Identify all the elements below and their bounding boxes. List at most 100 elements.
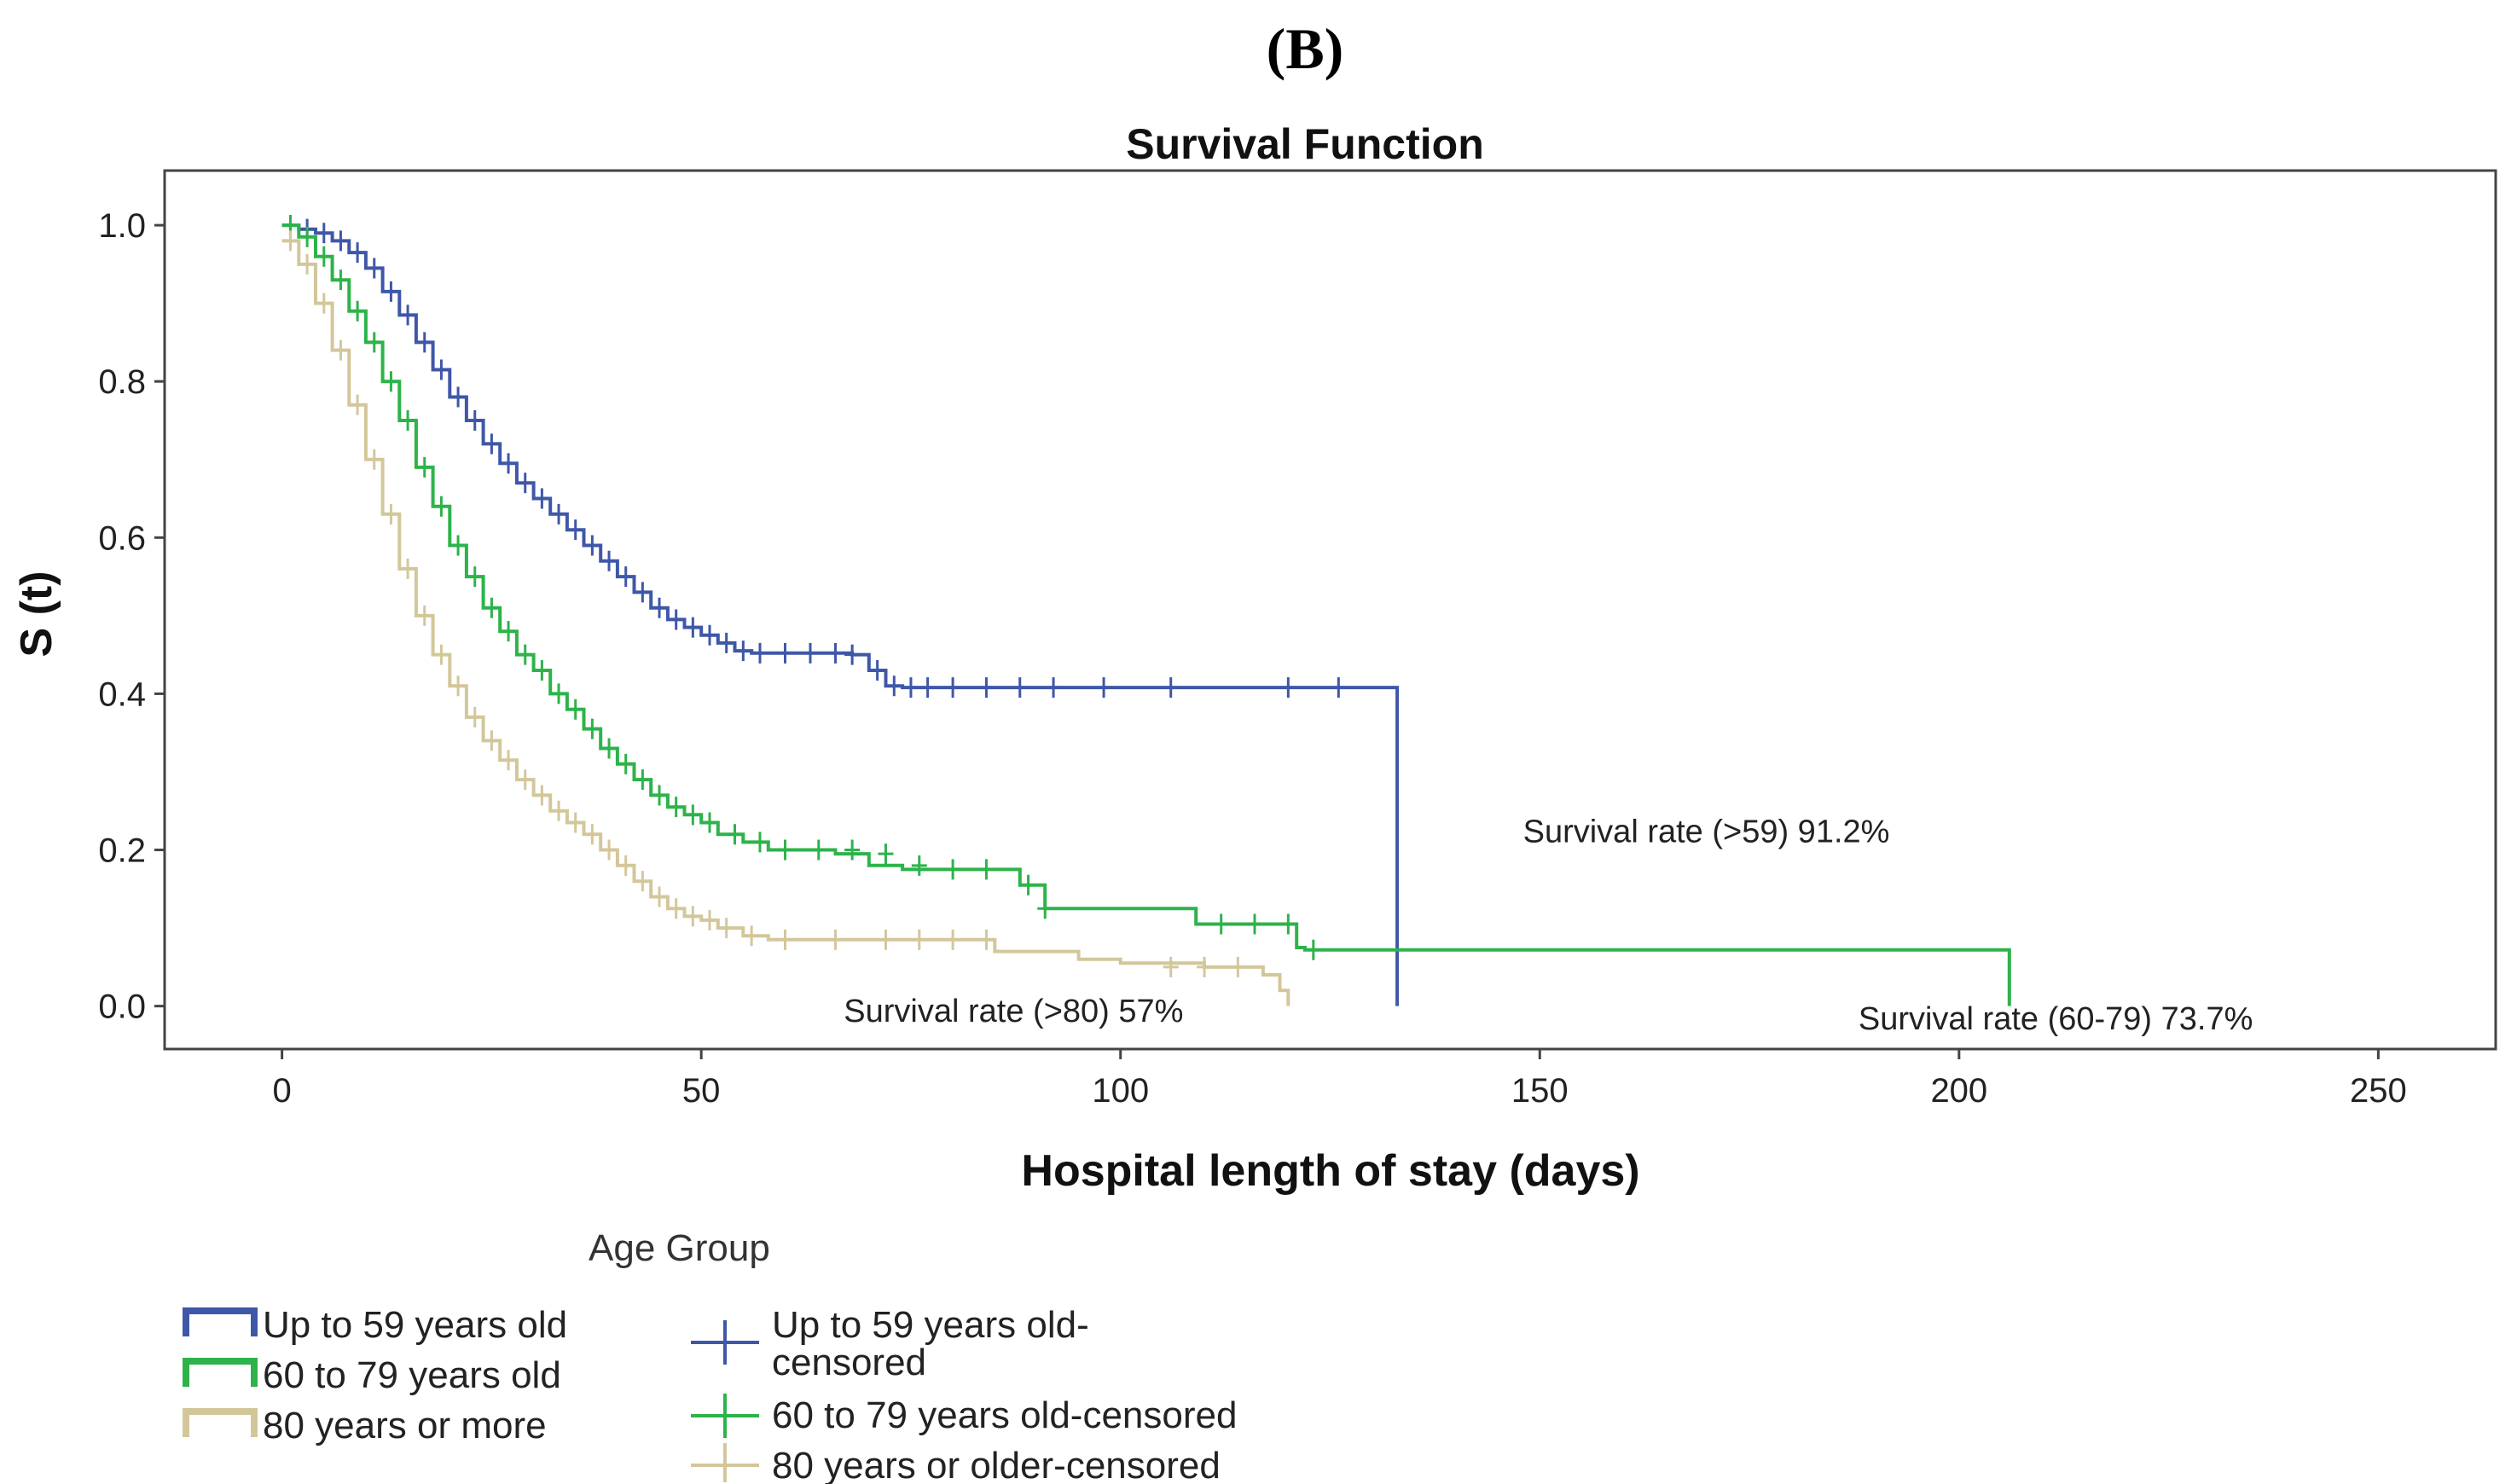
censor-mark xyxy=(517,769,533,791)
legend: Age Group Up to 59 years old 60 to 79 ye… xyxy=(183,1227,1237,1484)
censor-mark xyxy=(534,659,550,681)
survival-rate-annotation: Survival rate (>80) 57% xyxy=(844,994,1183,1029)
censor-mark xyxy=(534,488,550,509)
censor-mark xyxy=(1197,956,1213,977)
censor-mark xyxy=(1046,677,1062,699)
annotations: Survival rate (>59) 91.2% Survival rate (… xyxy=(844,814,2253,1037)
legend-label-80-plus: 80 years or more xyxy=(263,1405,547,1446)
censor-mark xyxy=(744,925,760,947)
censor-mark xyxy=(1331,677,1347,699)
censor-mark xyxy=(501,750,517,771)
censor-mark xyxy=(416,332,432,353)
censor-mark xyxy=(1280,677,1296,699)
survival-line-up-to-59-years-old xyxy=(281,223,1400,1006)
censor-mark xyxy=(802,642,818,664)
censor-mark xyxy=(618,753,634,774)
censor-mark xyxy=(366,258,382,279)
series-layer xyxy=(281,215,2011,1006)
censor-mark xyxy=(567,699,583,720)
censor-marks-60-to-79-years-old xyxy=(282,215,1321,960)
legend-swatch-80-plus xyxy=(183,1408,258,1437)
plot-frame xyxy=(163,169,2497,1051)
censor-mark xyxy=(702,909,718,930)
censor-mark xyxy=(668,797,684,818)
x-tick-label: 100 xyxy=(1092,1072,1149,1110)
y-tick-label: 0.8 xyxy=(98,363,146,401)
censor-mark xyxy=(1096,677,1112,699)
series-60-to-79-years-old xyxy=(281,215,2011,1006)
censor-mark xyxy=(400,304,416,326)
y-tick-label: 0.6 xyxy=(98,519,146,557)
censor-mark xyxy=(467,706,483,728)
censor-mark xyxy=(501,453,517,474)
censor-mark xyxy=(601,550,618,571)
censor-mark xyxy=(366,449,382,470)
censor-mark xyxy=(702,624,718,646)
survival-rate-annotation: Survival rate (60-79) 73.7% xyxy=(1859,1001,2253,1037)
censor-mark xyxy=(810,839,826,861)
x-axis-label: Hospital length of stay (days) xyxy=(1021,1146,1639,1196)
censor-mark xyxy=(668,898,684,919)
censor-mark xyxy=(751,642,768,664)
censor-mark xyxy=(777,929,793,950)
censor-mark xyxy=(484,597,500,618)
censor-mark xyxy=(945,677,961,699)
censor-mark xyxy=(450,386,467,408)
censor-mark xyxy=(299,253,316,275)
censor-mark xyxy=(702,812,718,833)
censor-mark xyxy=(551,800,567,821)
censor-mark xyxy=(751,832,768,853)
censor-mark xyxy=(727,824,743,845)
x-tick-label: 250 xyxy=(2350,1072,2407,1110)
y-tick-label: 1.0 xyxy=(98,207,146,245)
censor-mark xyxy=(433,359,449,380)
series-80-years-or-more xyxy=(281,230,1290,1006)
censor-mark xyxy=(869,659,885,681)
censor-mark xyxy=(350,300,366,322)
censor-mark xyxy=(316,246,332,267)
censor-mark xyxy=(685,617,701,638)
x-axis: 0 50 100 150 200 250 xyxy=(273,1049,2407,1110)
censor-mark xyxy=(878,929,894,950)
censor-mark xyxy=(1280,913,1296,935)
censor-mark xyxy=(718,918,734,939)
censor-mark xyxy=(911,855,927,876)
censor-mark xyxy=(1163,677,1179,699)
censor-mark xyxy=(685,906,701,927)
censor-mark xyxy=(635,769,651,791)
legend-swatch-up-to-59 xyxy=(183,1307,258,1336)
censor-mark xyxy=(584,535,600,556)
y-axis-label: S (t) xyxy=(12,571,61,657)
censor-mark xyxy=(383,371,399,392)
censor-mark xyxy=(433,496,449,517)
legend-label-censor-60-79: 60 to 79 years old-censored xyxy=(772,1394,1237,1436)
censor-mark xyxy=(601,738,618,759)
censor-mark xyxy=(1037,898,1053,919)
censor-mark xyxy=(383,503,399,525)
censor-marks-up-to-59-years-old xyxy=(282,215,1347,699)
censor-mark xyxy=(333,230,349,252)
censor-mark xyxy=(652,785,668,806)
censor-mark xyxy=(844,644,861,665)
censor-mark xyxy=(551,683,567,704)
censor-mark xyxy=(886,675,902,697)
legend-label-60-79: 60 to 79 years old xyxy=(263,1354,561,1396)
censor-mark xyxy=(383,281,399,302)
panel-label: (B) xyxy=(1267,16,1344,81)
x-tick-label: 0 xyxy=(273,1072,292,1110)
censor-mark xyxy=(945,929,961,950)
censor-mark xyxy=(668,609,684,630)
censor-mark xyxy=(467,409,483,431)
censor-mark xyxy=(450,535,467,556)
legend-title: Age Group xyxy=(589,1227,770,1269)
censor-mark xyxy=(978,859,995,880)
censor-mark xyxy=(652,597,668,618)
legend-censor-up-to-59-icon xyxy=(691,1320,759,1365)
censor-mark xyxy=(517,472,533,494)
legend-label-up-to-59: Up to 59 years old xyxy=(263,1304,567,1346)
censor-mark xyxy=(777,839,793,861)
censor-mark xyxy=(584,824,600,845)
censor-mark xyxy=(777,642,793,664)
censor-mark xyxy=(945,859,961,880)
